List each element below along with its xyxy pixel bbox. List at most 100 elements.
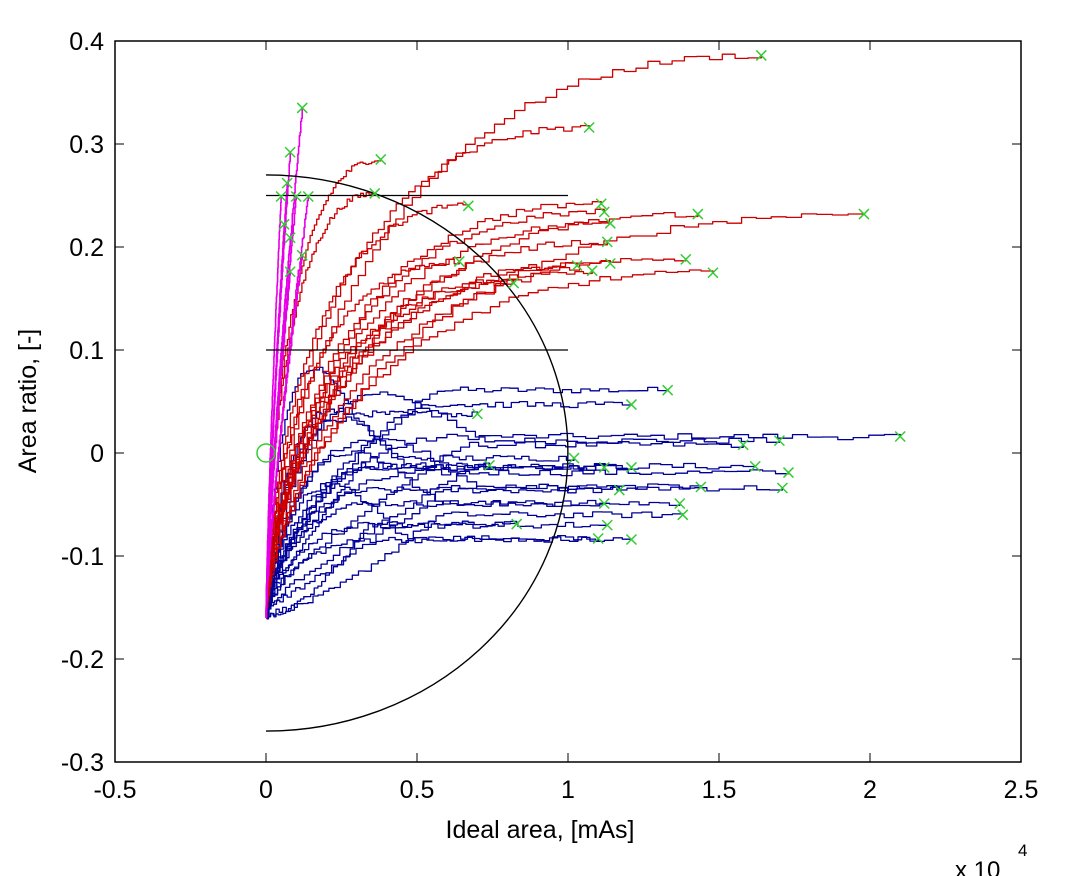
blue-series-line (266, 432, 901, 619)
x-axis-label: Ideal area, [mAs] (446, 816, 635, 844)
blue-series-line (266, 483, 599, 619)
red-end-marker (583, 121, 595, 134)
magenta-end-marker (284, 266, 296, 278)
blue-end-marker (568, 452, 580, 464)
y-tick-label: 0.4 (69, 28, 104, 56)
red-series-line (265, 262, 578, 619)
origin-marker (256, 443, 276, 463)
x-tick-label: 0 (259, 776, 273, 804)
red-series-line (265, 211, 699, 619)
red-end-marker (508, 277, 520, 289)
axis-ticks: -0.5 0 0.5 1 1.5 2 2.5 0.4 0.3 0.2 0.1 0 -0.1 -0.2 -0.… (61, 28, 1038, 804)
x-tick-label: -0.5 (93, 776, 136, 804)
blue-series-line (266, 499, 605, 619)
magenta-end-marker (296, 102, 308, 114)
x-tick-label: 1.5 (702, 776, 737, 804)
x-tick-label: 2 (863, 776, 877, 804)
red-end-marker (375, 153, 387, 165)
blue-end-marker (483, 459, 496, 471)
blue-series-line (265, 462, 491, 619)
red-end-marker (707, 267, 719, 279)
blue-series-line (266, 400, 633, 619)
x-tick-label: 1 (561, 776, 575, 804)
red-series-line (265, 269, 714, 619)
red-end-marker (680, 253, 692, 265)
blue-end-marker (625, 461, 637, 473)
blue-series-line (266, 486, 620, 619)
red-series-line (265, 260, 611, 619)
reference-arc (265, 174, 569, 732)
magenta-end-marker (278, 218, 290, 230)
blue-series-line (266, 386, 669, 619)
blue-end-marker (773, 435, 785, 447)
y-tick-label: 0 (90, 440, 104, 468)
blue-series-line (266, 521, 608, 619)
blue-series-line (266, 391, 781, 619)
red-end-marker (369, 187, 381, 199)
blue-series-line (266, 438, 784, 619)
red-end-marker (586, 265, 598, 277)
magenta-end-marker (275, 190, 287, 203)
x-multiplier-exponent: 4 (1018, 841, 1027, 860)
blue-end-marker (598, 461, 610, 473)
red-series-line (265, 279, 515, 619)
blue-end-marker (511, 518, 523, 530)
blue-series-line (266, 407, 575, 619)
red-series-line (265, 257, 687, 619)
blue-end-marker (662, 384, 674, 396)
red-series-line (265, 201, 602, 619)
magenta-end-marker (281, 177, 293, 189)
blue-end-marker (894, 430, 906, 443)
x-multiplier-label: x 10 (955, 857, 1000, 876)
blue-end-marker (695, 481, 707, 493)
y-tick-label: -0.2 (61, 646, 104, 674)
red-end-marker (858, 208, 870, 220)
red-end-marker (692, 208, 704, 220)
magenta-end-marker (302, 190, 314, 203)
x-tick-label: 0.5 (400, 776, 435, 804)
blue-series-line (266, 483, 702, 619)
red-series-line (265, 202, 469, 619)
blue-end-marker (677, 509, 689, 521)
red-end-marker (604, 257, 616, 270)
y-tick-label: -0.1 (61, 543, 104, 571)
red-end-marker (462, 200, 474, 212)
red-end-marker (595, 198, 607, 210)
magenta-end-marker (296, 249, 308, 261)
blue-end-marker (598, 497, 610, 510)
y-tick-label: 0.2 (69, 234, 104, 262)
blue-end-marker (782, 467, 794, 479)
red-series-line (265, 270, 593, 619)
blue-series-line (266, 462, 756, 619)
y-tick-label: -0.3 (61, 749, 104, 777)
y-axis-label: Area ratio, [-] (14, 329, 42, 474)
blue-end-marker (625, 399, 637, 411)
magenta-series-line (265, 271, 291, 619)
blue-end-marker (592, 532, 604, 545)
blue-end-marker (749, 460, 761, 472)
red-series-line (265, 124, 590, 619)
red-end-marker (453, 255, 465, 267)
y-tick-label: 0.1 (69, 337, 104, 365)
magenta-end-marker (290, 190, 302, 203)
blue-end-marker (471, 408, 483, 420)
blue-series-line (266, 536, 633, 619)
red-end-marker (604, 217, 616, 229)
magenta-series-line (265, 196, 310, 619)
plot-area (256, 49, 906, 732)
x-tick-label: 2.5 (1004, 776, 1039, 804)
y-tick-label: 0.3 (69, 131, 104, 159)
magenta-end-marker (284, 146, 296, 158)
blue-series-line (265, 520, 518, 619)
red-end-marker (598, 206, 610, 218)
blue-end-marker (613, 484, 625, 496)
red-end-marker (601, 236, 613, 248)
blue-end-marker (601, 519, 613, 531)
blue-end-marker (776, 482, 788, 494)
red-series-line (265, 258, 460, 619)
red-end-marker (571, 260, 583, 272)
blue-end-marker (674, 497, 686, 510)
blue-end-marker (737, 439, 749, 451)
magenta-series-line (265, 255, 303, 619)
